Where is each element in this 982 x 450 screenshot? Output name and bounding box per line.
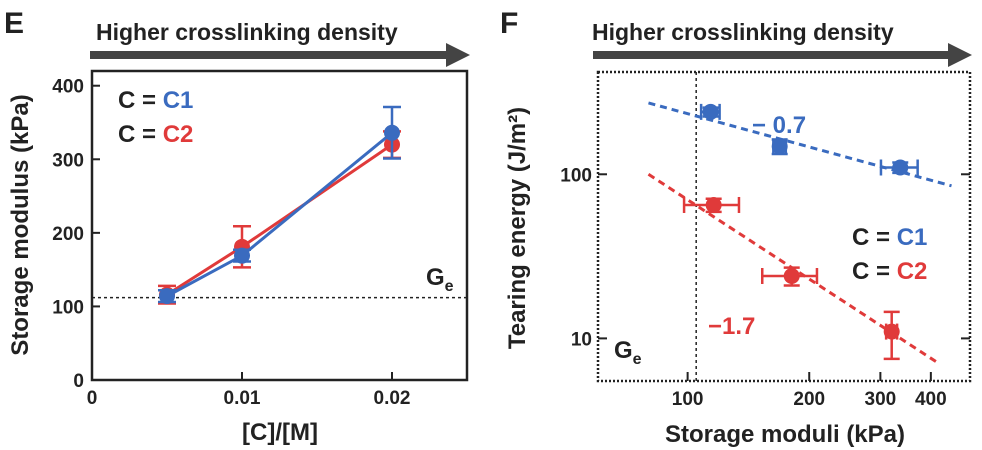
panel-f: F Higher crosslinking density 10 100 100 2… xyxy=(500,7,972,448)
slope-label-c1: − 0.7 xyxy=(752,112,806,139)
legend-f: C = C1 C = C2 xyxy=(852,224,927,285)
panel-e: E Higher crosslinking density 0 100 200 300… xyxy=(4,7,470,446)
y-tick-label-e: 100 xyxy=(52,297,84,318)
data-point-c1-f xyxy=(892,159,909,176)
ge-label-e: Ge xyxy=(426,264,454,295)
data-point-c1-f xyxy=(771,138,788,155)
crosslinking-arrow-e xyxy=(90,43,470,67)
y-tick-label-e: 400 xyxy=(52,77,84,98)
series-group-f xyxy=(647,101,952,366)
legend-entry-c1-e: C = C1 xyxy=(118,87,193,114)
arrow-label-f: Higher crosslinking density xyxy=(592,19,894,45)
x-tick-label-f: 300 xyxy=(865,389,897,410)
x-tick-label-e: 0.02 xyxy=(374,388,411,409)
plot-frame-f xyxy=(596,70,972,383)
data-point-c1-f xyxy=(702,103,719,120)
y-tick-label-e: 0 xyxy=(73,371,84,392)
legend-entry-c1-f: C = C1 xyxy=(852,224,927,251)
crosslinking-arrow-f xyxy=(593,43,972,67)
data-point-c1-e xyxy=(234,247,250,264)
panel-letter-e: E xyxy=(4,7,24,40)
x-axis-e: 0 0.01 0.02 xyxy=(87,372,411,409)
legend-entry-c2-e: C = C2 xyxy=(118,121,193,148)
x-tick-label-e: 0.01 xyxy=(224,388,261,409)
y-axis-title-e: Storage modulus (kPa) xyxy=(7,94,34,355)
y-tick-label-f: 10 xyxy=(571,329,592,350)
legend-e: C = C1 C = C2 xyxy=(118,87,193,148)
series-group-e xyxy=(158,105,401,305)
arrow-label-e: Higher crosslinking density xyxy=(96,19,398,45)
x-tick-label-f: 100 xyxy=(672,389,704,410)
data-point-c1-e xyxy=(384,124,400,141)
y-tick-label-e: 200 xyxy=(52,224,84,245)
ge-label-f: Ge xyxy=(614,337,642,368)
slope-label-c2: −1.7 xyxy=(708,313,755,340)
x-axis-title-e: [C]/[M] xyxy=(242,419,318,446)
x-axis-f: 100 200 300 400 xyxy=(672,372,947,410)
data-point-c2-f xyxy=(783,267,800,284)
data-point-c2-f xyxy=(883,323,900,340)
x-tick-label-e: 0 xyxy=(87,388,98,409)
y-axis-f: 10 100 xyxy=(560,165,970,350)
plot-frame-e xyxy=(90,69,469,382)
panel-letter-f: F xyxy=(500,7,518,40)
data-point-c1-e xyxy=(159,288,175,305)
y-axis-e: 0 100 200 300 400 xyxy=(52,77,100,392)
legend-entry-c2-f: C = C2 xyxy=(852,258,927,285)
x-tick-label-f: 400 xyxy=(915,389,947,410)
data-point-c2-f xyxy=(705,196,722,213)
y-tick-label-e: 300 xyxy=(52,150,84,171)
fit-line-c1 xyxy=(648,101,952,188)
x-axis-title-f: Storage moduli (kPa) xyxy=(665,421,905,448)
y-tick-label-f: 100 xyxy=(560,165,592,186)
y-axis-title-f: Tearing energy (J/m²) xyxy=(504,107,531,349)
x-tick-label-f: 200 xyxy=(793,389,825,410)
series-line-c2-e xyxy=(166,143,393,296)
